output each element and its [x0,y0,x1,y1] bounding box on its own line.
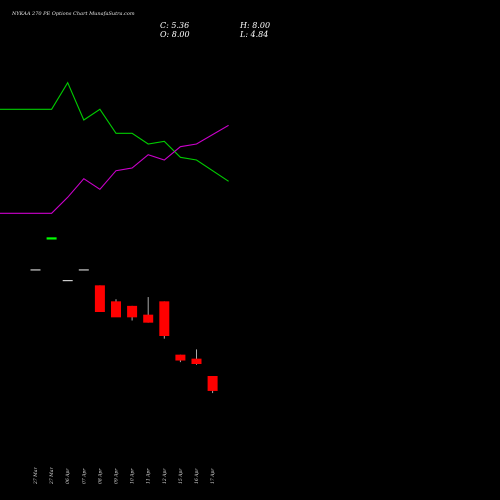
x-tick-label: 07 Apr [81,468,87,484]
candle-body [127,305,138,318]
candle-body [191,358,202,364]
candle-body [111,301,121,318]
candle [46,237,57,240]
x-tick-label: 17 Apr [210,468,216,484]
chart-title: NYKAA 270 PE Options Chart MunafaSutra.c… [11,11,135,17]
candle [30,269,41,271]
high-value: H: 8.00 [239,21,270,30]
x-tick-label: 27 Mar [33,467,39,485]
x-axis-tick-labels: 27 Mar 27 Mar 06 Apr 07 Apr 08 Apr 09 Apr 10 A… [33,467,216,485]
x-tick-label: 15 Apr [178,468,184,484]
indicator-lines [0,81,229,214]
x-tick-label: 27 Mar [49,467,55,485]
open-value: O: 8.00 [160,30,190,39]
candle-body [46,237,57,240]
x-tick-label: 16 Apr [194,468,200,484]
candle [207,376,218,394]
x-tick-label: 08 Apr [97,468,103,484]
candle-body [78,269,89,271]
candle-body [94,285,105,312]
candle [191,349,202,365]
green-indicator-line [0,81,229,182]
close-value: C: 5.36 [160,21,189,30]
magenta-indicator-line [0,124,229,214]
candle [111,299,121,318]
candle [78,269,89,271]
candle [62,280,73,282]
candle-body [143,314,154,323]
candle-body [30,269,41,271]
x-tick-label: 12 Apr [162,468,168,484]
candle-body [159,301,170,336]
candle-body [207,376,218,391]
candle-body [62,280,73,282]
candle [127,305,138,321]
candle [159,301,170,339]
x-tick-label: 10 Apr [130,468,136,484]
candle [143,297,154,323]
candles [30,237,218,394]
x-tick-label: 09 Apr [114,468,120,484]
candle [175,354,186,363]
candle [94,285,105,312]
x-tick-label: 11 Apr [146,468,152,484]
x-tick-label: 06 Apr [65,468,71,484]
low-value: L: 4.84 [239,30,268,39]
candle-body [175,354,186,361]
